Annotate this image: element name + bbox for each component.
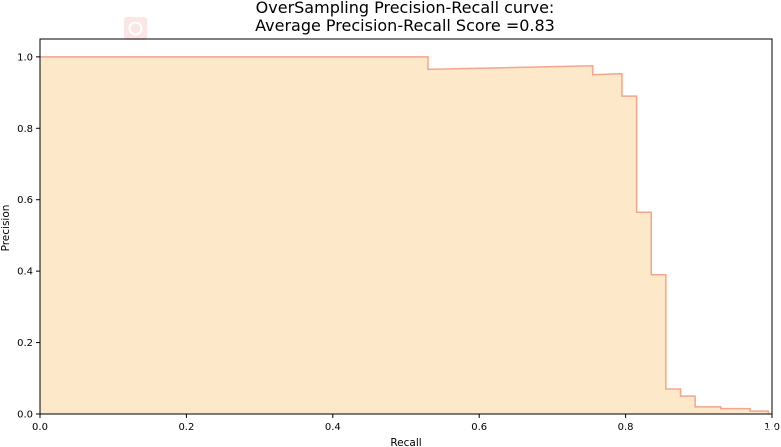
- x-tick-label: 0.8: [618, 422, 634, 433]
- plot-area: [40, 56, 770, 415]
- x-tick-label: 0.4: [325, 422, 341, 433]
- y-tick-label: 0.8: [17, 124, 33, 135]
- y-axis-ticks: 0.0 0.2 0.4 0.6 0.8 1.0: [17, 52, 40, 421]
- y-tick-label: 0.6: [17, 195, 33, 206]
- x-tick-label: 1.0: [764, 422, 780, 433]
- x-tick-label: 0.0: [32, 422, 48, 433]
- y-axis-label: Precision: [0, 205, 12, 252]
- pr-step-line: [40, 56, 770, 414]
- axes-frame: [39, 38, 773, 415]
- x-axis-ticks: 0.0 0.2 0.4 0.6 0.8 1.0: [32, 414, 780, 433]
- pr-area-fill: [40, 56, 769, 415]
- y-tick-label: 0.2: [17, 338, 33, 349]
- x-tick-label: 0.6: [471, 422, 487, 433]
- y-tick-label: 0.0: [17, 410, 33, 421]
- y-tick-label: 1.0: [17, 52, 33, 63]
- watermark: CSDN @毕业通通通: [667, 426, 777, 440]
- y-tick-label: 0.4: [17, 267, 33, 278]
- faint-logo-icon: [124, 17, 147, 40]
- x-tick-label: 0.2: [178, 422, 194, 433]
- chart-title-line-2: Average Precision-Recall Score =0.83: [255, 16, 555, 35]
- chart-title-line-1: OverSampling Precision-Recall curve:: [256, 0, 555, 17]
- x-axis-label: Recall: [390, 437, 421, 447]
